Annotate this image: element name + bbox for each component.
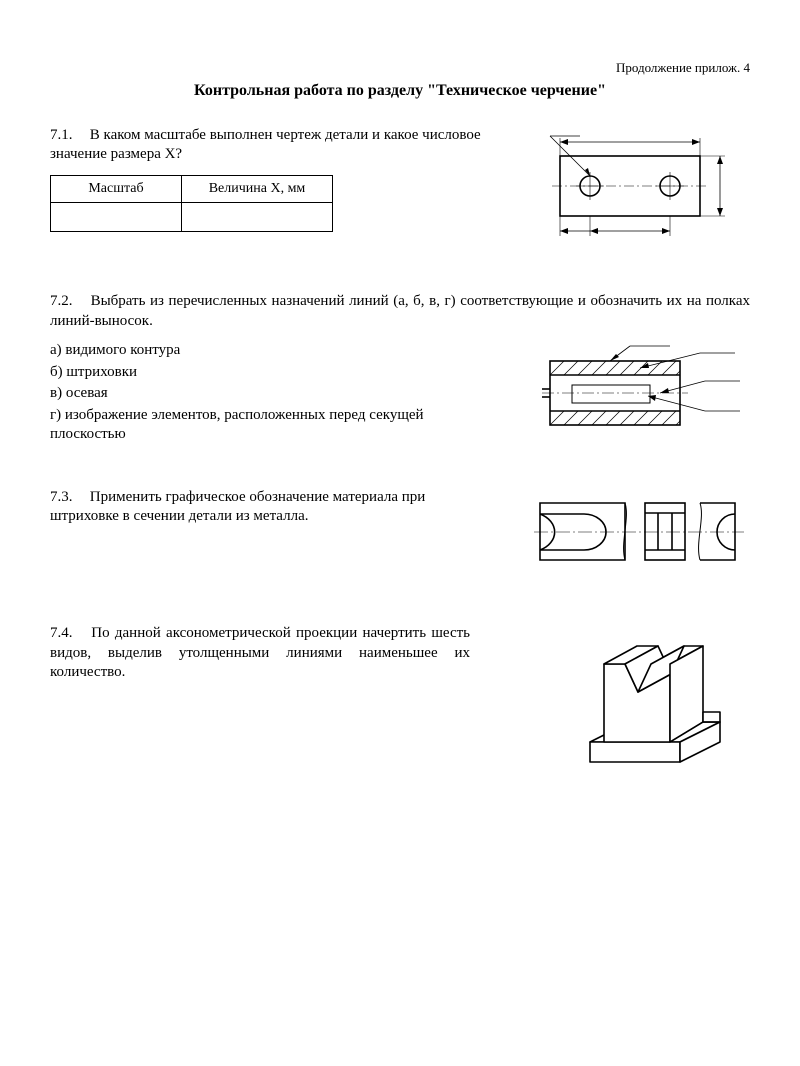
header-continuation-note: Продолжение прилож. 4 (50, 60, 750, 77)
question-text: В каком масштабе выполнен чертеж детали … (50, 127, 481, 163)
question-number: 7.3. (50, 488, 86, 508)
question-number: 7.2. (50, 292, 86, 312)
figure-7-3 (530, 488, 750, 585)
question-text: Выбрать из перечисленных назначений лини… (50, 293, 750, 329)
option-g: г) изображение элементов, расположенных … (50, 406, 430, 445)
table-cell (51, 202, 182, 231)
question-7-1: 7.1. В каком масштабе выполнен чертеж де… (50, 126, 750, 253)
table-header-scale: Масштаб (51, 175, 182, 202)
question-7-3: 7.3. Применить графическое обозначение м… (50, 488, 750, 585)
figure-7-4 (570, 624, 750, 791)
question-7-2: 7.2. Выбрать из перечисленных назначений… (50, 292, 750, 448)
figure-7-1 (530, 126, 750, 253)
question-text: По данной аксонометрической проекции нач… (50, 625, 470, 680)
page-title: Контрольная работа по разделу "Техническ… (50, 81, 750, 102)
table-cell (182, 202, 333, 231)
question-7-4: 7.4. По данной аксонометрической проекци… (50, 624, 750, 791)
table-header-x: Величина X, мм (182, 175, 333, 202)
answer-table-7-1: Масштаб Величина X, мм (50, 175, 333, 232)
question-number: 7.1. (50, 126, 86, 146)
question-text: Применить графическое обозначение матери… (50, 489, 425, 525)
figure-7-2 (530, 341, 750, 448)
question-number: 7.4. (50, 624, 86, 644)
